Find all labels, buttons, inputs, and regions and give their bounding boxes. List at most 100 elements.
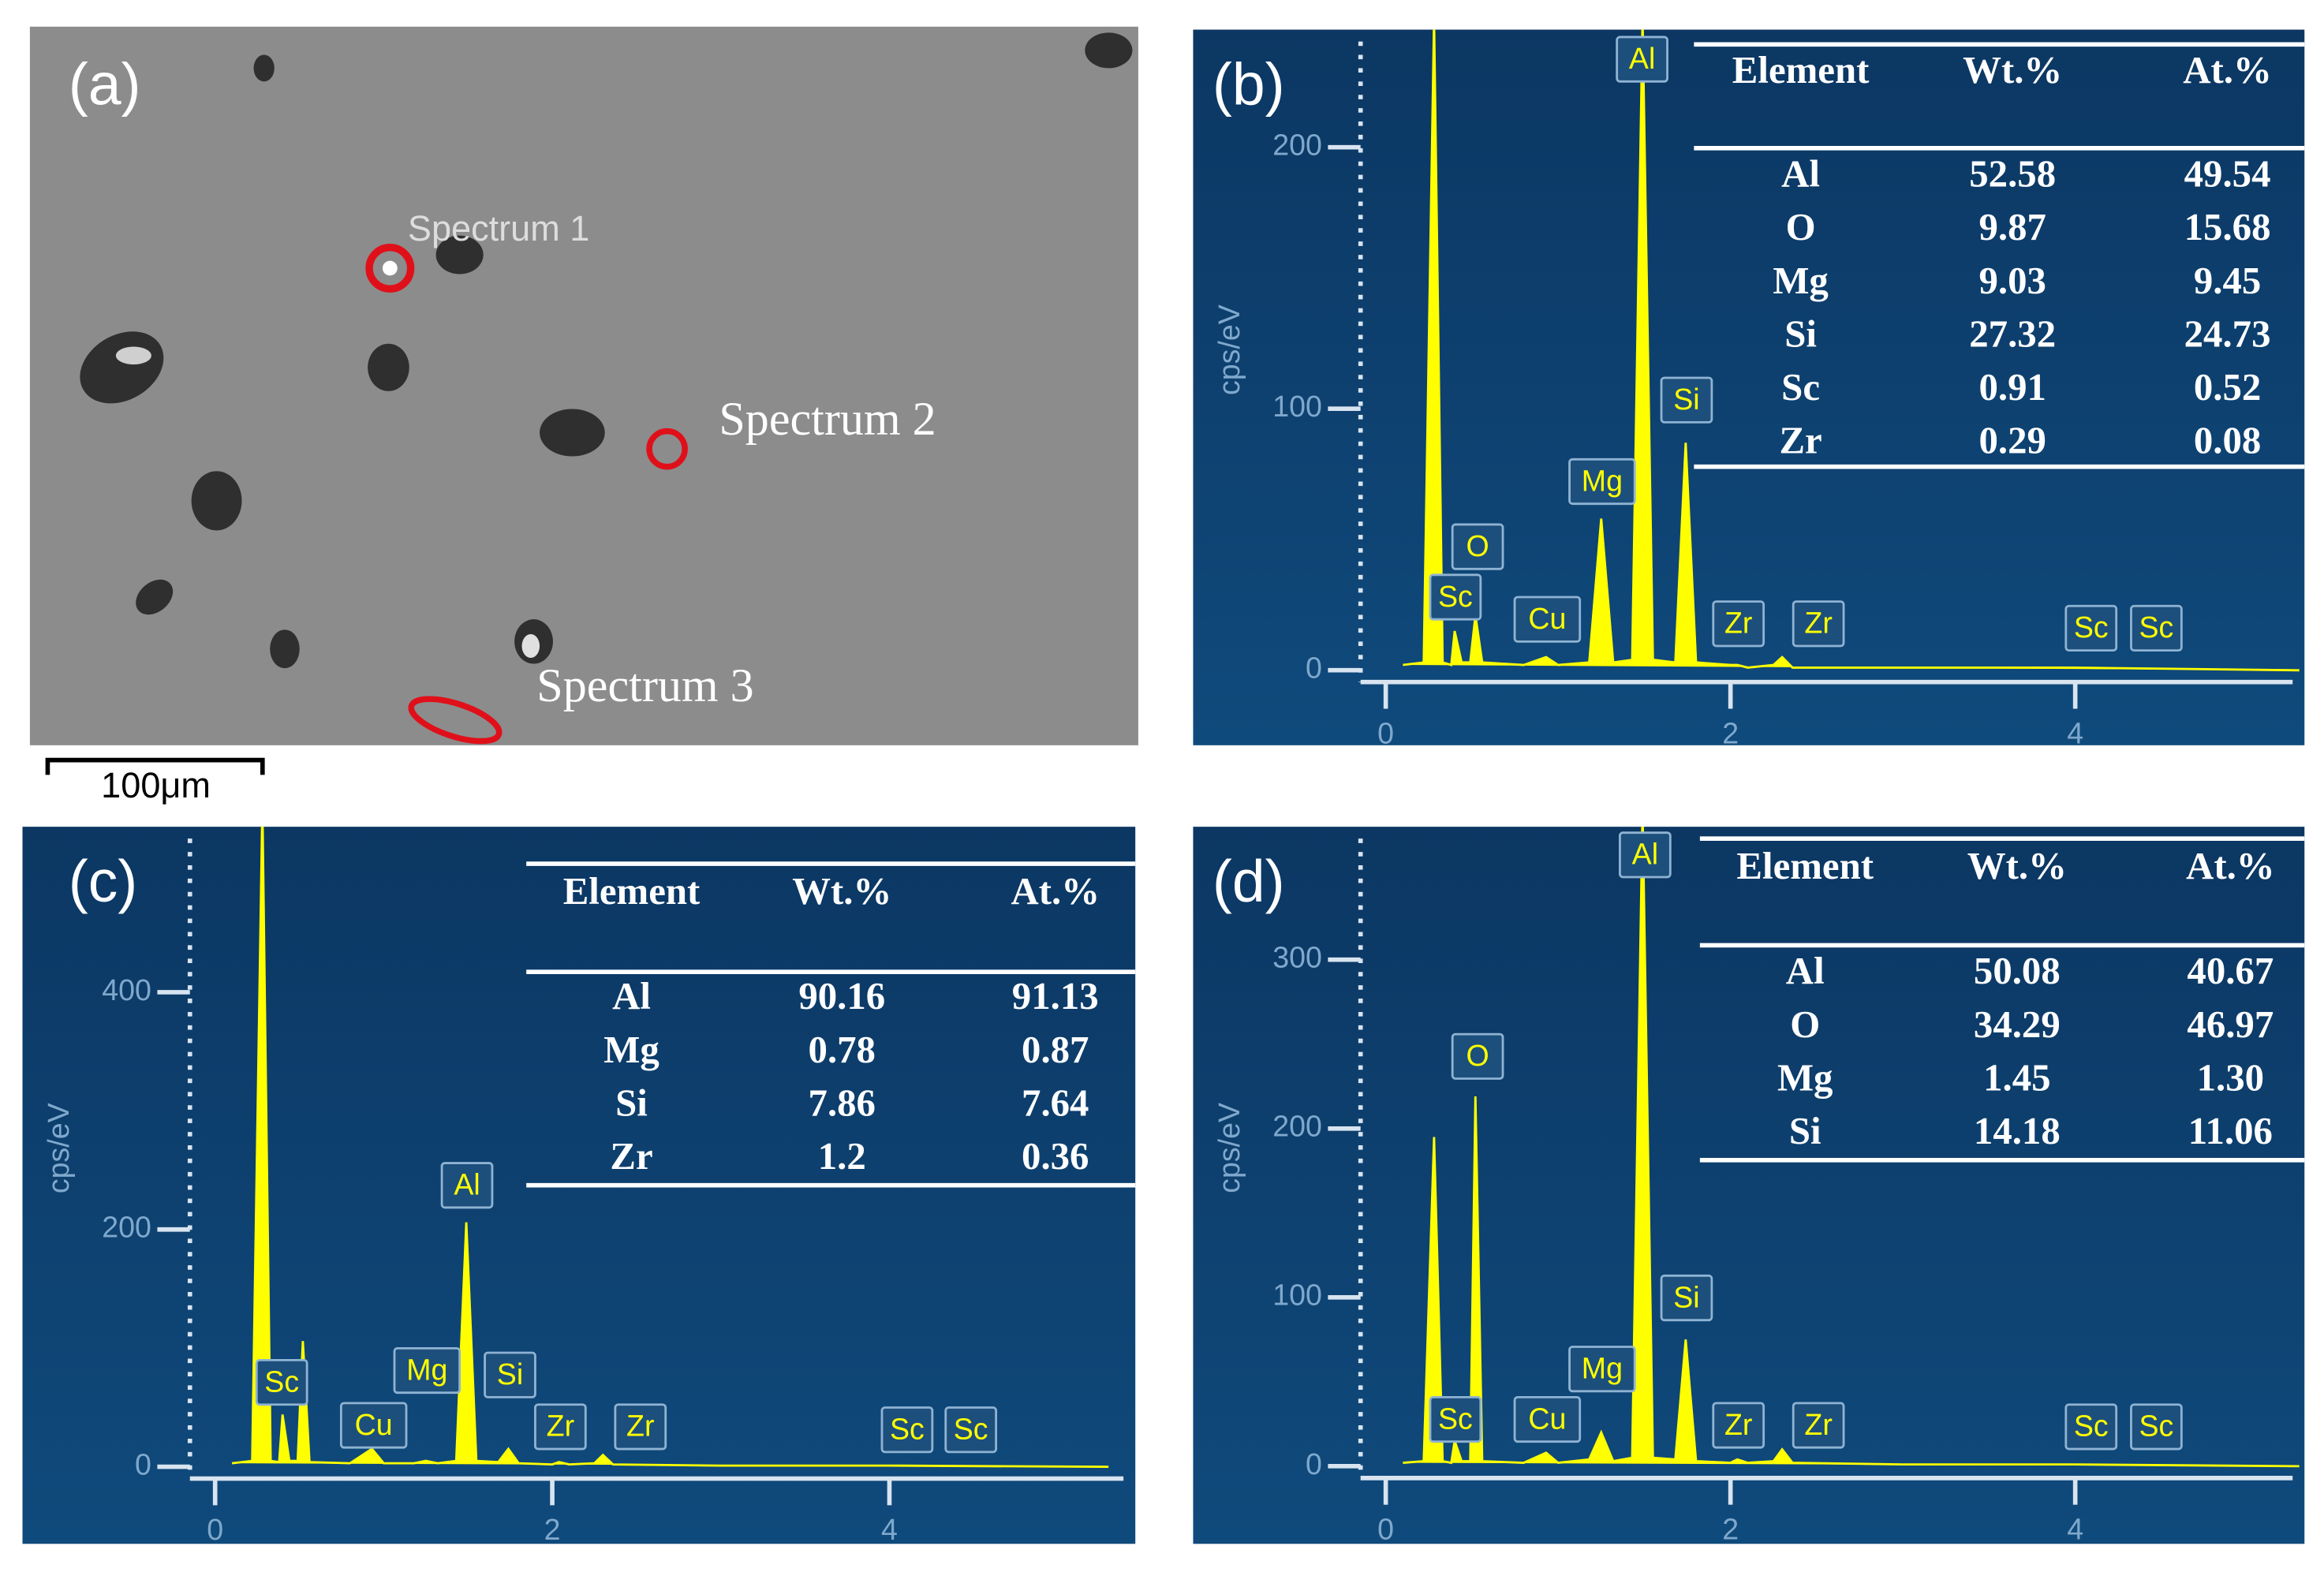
y-tick-label: 0	[135, 1447, 151, 1481]
table-cell: 1.30	[2197, 1055, 2264, 1099]
peak-label: Sc	[2139, 1410, 2174, 1443]
peak-label: O	[1466, 529, 1489, 562]
table-header: Wt.%	[1967, 844, 2067, 887]
table-cell: 0.29	[1978, 419, 2046, 462]
peak-label: Zr	[547, 1410, 574, 1443]
x-tick-label: 2	[544, 1513, 561, 1546]
y-tick-label: 100	[1272, 390, 1322, 423]
spectrum-marker	[646, 428, 688, 470]
spectrum-label: Spectrum 3	[536, 659, 753, 712]
table-cell: 0.87	[1022, 1028, 1089, 1071]
peak-label-box	[1429, 1395, 1482, 1443]
peak-label-box	[2064, 1403, 2118, 1451]
peak-label: Si	[1673, 1280, 1699, 1313]
table-cell: 7.64	[1022, 1081, 1089, 1124]
table-cell: 9.45	[2194, 259, 2261, 302]
x-tick-label: 2	[1722, 1512, 1739, 1545]
peak-label-box	[1660, 1274, 1713, 1322]
x-tick-label: 4	[2067, 1512, 2083, 1545]
highlight	[521, 633, 540, 659]
y-axis-label: cps/eV	[42, 1103, 75, 1193]
table-cell: O	[1786, 205, 1816, 248]
sem-image	[29, 26, 1138, 745]
peak-label-box	[339, 1402, 408, 1449]
peak-label-box	[2064, 604, 2118, 652]
peak-label-box	[484, 1351, 536, 1398]
peak-label: Sc	[264, 1365, 299, 1398]
table-cell: 0.08	[2194, 419, 2261, 462]
y-tick-label: 0	[1306, 652, 1322, 685]
peak-label-box	[1451, 523, 1504, 570]
y-tick-label: 300	[1272, 941, 1322, 974]
table-cell: 91.13	[1012, 974, 1099, 1018]
table-cell: 11.06	[2188, 1109, 2273, 1152]
panel-label: (b)	[1212, 51, 1285, 118]
spectrum-line	[1403, 29, 2300, 672]
table-cell: Mg	[1777, 1055, 1833, 1099]
y-tick-label: 400	[102, 973, 151, 1006]
peak-label-box	[1429, 573, 1482, 621]
spectrum-panel: 0 200 400 0 2 4 cps/eV Sc Cu Mg Al Si Zr Zr Sc Sc Elemen…	[22, 827, 1136, 1546]
x-tick-label: 0	[207, 1513, 223, 1546]
spectrum-marker	[365, 243, 415, 293]
table-cell: Si	[615, 1081, 648, 1124]
peak-label: Al	[1632, 838, 1658, 871]
spectrum-panel: 0 100 200 0 2 4 cps/eV Al Si Mg O Sc Cu Zr Zr Sc Sc Eleme…	[1193, 29, 2305, 749]
table-cell: 7.86	[809, 1081, 876, 1124]
peak-label-box	[1792, 1402, 1845, 1449]
spectrum-line	[231, 827, 1109, 1469]
y-axis-label: cps/eV	[1212, 304, 1246, 395]
table-header: Element	[1732, 48, 1870, 91]
peak-label-box	[393, 1346, 461, 1395]
table-cell: Mg	[1773, 259, 1829, 302]
table-cell: Zr	[1779, 419, 1821, 462]
table-header: Wt.%	[792, 869, 891, 913]
peak-label: Cu	[355, 1408, 393, 1441]
scale-bar-label: 100μm	[101, 765, 211, 805]
table-cell: 90.16	[798, 974, 885, 1018]
spectrum-panel: 0 100 200 300 0 2 4 cps/eV Al O Si Mg Sc Cu Zr Zr Sc Sc El…	[1193, 827, 2305, 1545]
table-cell: 0.78	[809, 1028, 876, 1071]
peak-label-box	[1660, 376, 1713, 424]
table-header: Element	[1736, 844, 1874, 887]
peak-label: Cu	[1528, 1402, 1566, 1435]
table-cell: 1.2	[818, 1134, 866, 1178]
highlight	[115, 346, 151, 365]
table-cell: Sc	[1781, 365, 1820, 409]
peak-label: Zr	[1804, 607, 1832, 640]
table-cell: Al	[612, 974, 651, 1018]
peak-label: O	[1466, 1039, 1489, 1072]
peak-label-box	[440, 1162, 494, 1209]
x-tick-label: 2	[1722, 716, 1739, 749]
y-tick-label: 200	[1272, 129, 1322, 162]
table-header: Element	[563, 869, 701, 913]
peak-label: Sc	[890, 1412, 925, 1445]
table-header: Wt.%	[1963, 48, 2062, 91]
panel-label: (d)	[1212, 848, 1285, 914]
peak-label-box	[1616, 35, 1668, 83]
spectrum-marker	[408, 696, 503, 745]
peak-label-box	[944, 1406, 998, 1454]
peak-label-box	[2130, 1403, 2183, 1451]
peak-label-box	[1513, 1395, 1582, 1443]
peak-label-box	[255, 1358, 308, 1406]
y-tick-label: 200	[1272, 1110, 1322, 1143]
peak-label-box	[1712, 600, 1765, 648]
peak-label: Mg	[406, 1353, 447, 1386]
table-cell: Zr	[610, 1134, 652, 1178]
y-tick-label: 0	[1306, 1447, 1322, 1481]
peak-label: Si	[497, 1357, 523, 1391]
peak-label: Si	[1673, 383, 1699, 416]
peak-label: Sc	[1438, 580, 1473, 613]
x-tick-label: 4	[2067, 716, 2083, 749]
peak-label: Sc	[2074, 611, 2109, 644]
spectrum-label: Spectrum 2	[719, 393, 936, 446]
sem-panel: Spectrum 1 Spectrum 2 Spectrum 3 (a) 100…	[29, 26, 1138, 805]
peak-label-box	[1568, 1346, 1636, 1393]
table-cell: 9.03	[1978, 259, 2046, 302]
peak-label: Zr	[1724, 607, 1752, 640]
table-cell: 1.45	[1983, 1055, 2050, 1099]
table-cell: 46.97	[2187, 1003, 2274, 1046]
